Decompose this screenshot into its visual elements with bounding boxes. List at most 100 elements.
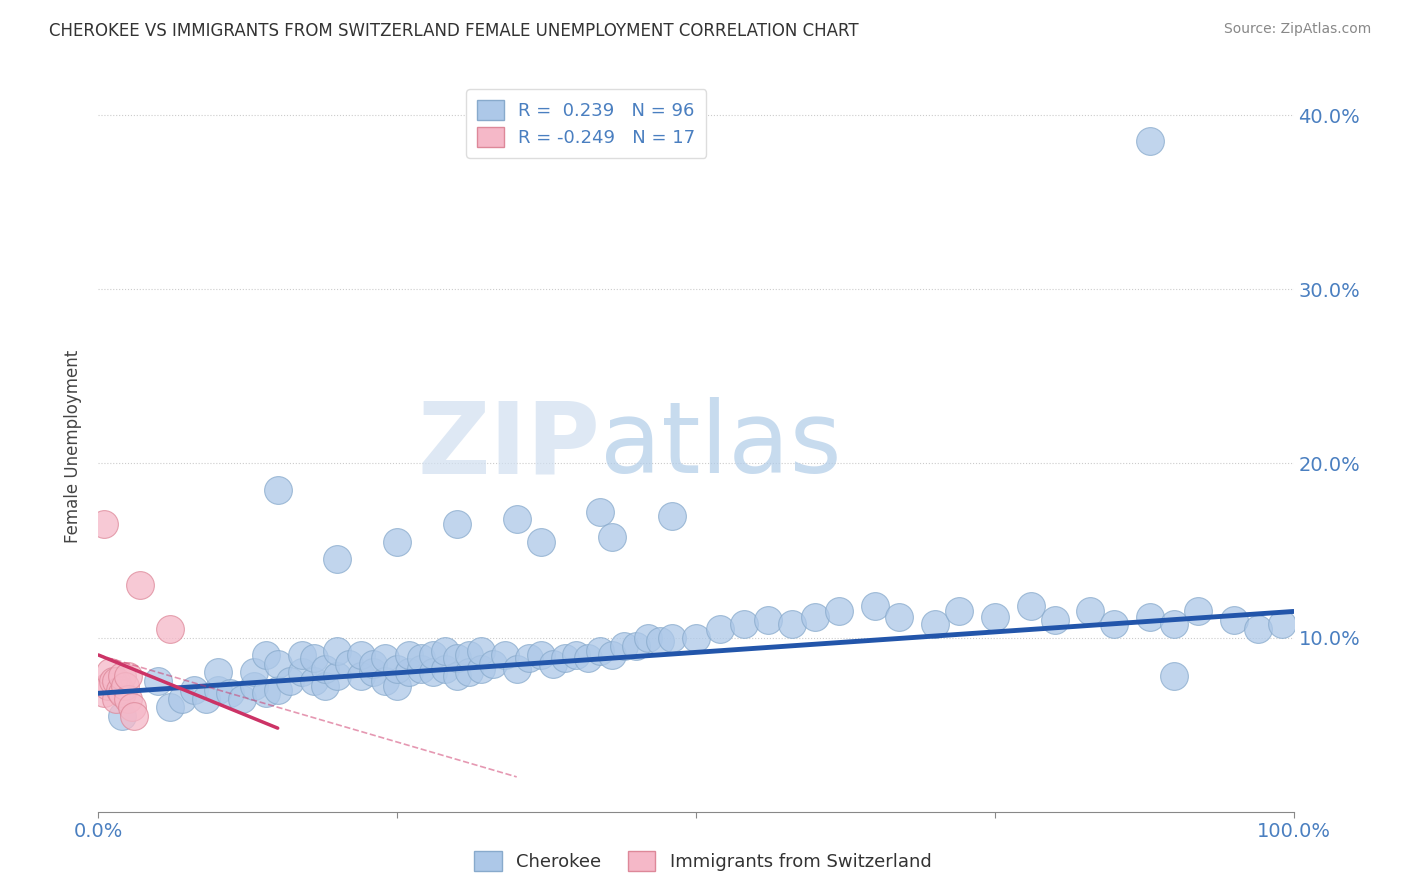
Point — [530, 648, 553, 662]
Point — [148, 674, 170, 689]
Point — [231, 691, 253, 706]
Point — [602, 648, 624, 662]
Point — [254, 686, 277, 700]
Legend: R =  0.239   N = 96, R = -0.249   N = 17: R = 0.239 N = 96, R = -0.249 N = 17 — [465, 89, 706, 158]
Point — [111, 686, 134, 700]
Point — [385, 679, 409, 693]
Point — [613, 640, 636, 654]
Point — [97, 679, 120, 693]
Point — [984, 609, 1007, 624]
Text: CHEROKEE VS IMMIGRANTS FROM SWITZERLAND FEMALE UNEMPLOYMENT CORRELATION CHART: CHEROKEE VS IMMIGRANTS FROM SWITZERLAND … — [49, 22, 859, 40]
Point — [1163, 669, 1185, 683]
Point — [291, 665, 314, 680]
Y-axis label: Female Unemployment: Female Unemployment — [63, 350, 82, 542]
Point — [159, 700, 181, 714]
Point — [481, 657, 505, 671]
Point — [1043, 613, 1066, 627]
Point — [458, 648, 481, 662]
Point — [254, 648, 277, 662]
Point — [93, 517, 115, 532]
Point — [1080, 604, 1102, 618]
Point — [494, 648, 516, 662]
Point — [267, 657, 290, 671]
Point — [637, 631, 659, 645]
Point — [111, 669, 134, 683]
Point — [267, 682, 290, 697]
Point — [1163, 616, 1185, 631]
Point — [434, 662, 457, 676]
Point — [302, 674, 325, 689]
Point — [648, 634, 672, 648]
Point — [924, 616, 946, 631]
Point — [780, 616, 803, 631]
Point — [506, 512, 529, 526]
Point — [541, 657, 564, 671]
Text: atlas: atlas — [600, 398, 842, 494]
Point — [363, 665, 385, 680]
Point — [865, 599, 887, 614]
Point — [302, 651, 325, 665]
Point — [1019, 599, 1042, 614]
Point — [411, 662, 433, 676]
Point — [278, 674, 301, 689]
Point — [565, 648, 588, 662]
Point — [530, 534, 553, 549]
Point — [626, 640, 648, 654]
Point — [602, 530, 624, 544]
Point — [828, 604, 851, 618]
Point — [121, 700, 143, 714]
Point — [111, 709, 134, 723]
Point — [129, 578, 152, 592]
Point — [326, 669, 349, 683]
Point — [385, 534, 409, 549]
Point — [101, 674, 124, 689]
Point — [374, 674, 396, 689]
Point — [589, 644, 612, 658]
Point — [889, 609, 911, 624]
Point — [1104, 616, 1126, 631]
Point — [326, 644, 349, 658]
Point — [350, 669, 373, 683]
Point — [195, 691, 218, 706]
Point — [446, 517, 468, 532]
Point — [267, 483, 290, 497]
Point — [1247, 622, 1270, 636]
Point — [470, 662, 492, 676]
Point — [207, 665, 229, 680]
Point — [326, 552, 349, 566]
Point — [98, 665, 122, 680]
Point — [1271, 616, 1294, 631]
Point — [243, 679, 266, 693]
Point — [398, 665, 420, 680]
Point — [578, 651, 600, 665]
Point — [385, 662, 409, 676]
Point — [1139, 609, 1161, 624]
Point — [554, 651, 576, 665]
Point — [339, 657, 361, 671]
Text: Source: ZipAtlas.com: Source: ZipAtlas.com — [1223, 22, 1371, 37]
Point — [458, 665, 481, 680]
Point — [517, 651, 540, 665]
Point — [685, 631, 707, 645]
Point — [661, 508, 683, 523]
Point — [756, 613, 779, 627]
Point — [159, 622, 181, 636]
Point — [446, 651, 468, 665]
Point — [434, 644, 457, 658]
Point — [1139, 134, 1161, 148]
Point — [733, 616, 755, 631]
Point — [1223, 613, 1246, 627]
Point — [219, 686, 242, 700]
Point — [374, 651, 396, 665]
Point — [398, 648, 420, 662]
Text: ZIP: ZIP — [418, 398, 600, 494]
Point — [709, 622, 731, 636]
Point — [114, 679, 136, 693]
Point — [207, 682, 229, 697]
Point — [506, 662, 529, 676]
Point — [105, 691, 128, 706]
Point — [315, 679, 337, 693]
Point — [117, 691, 139, 706]
Point — [105, 674, 128, 689]
Point — [363, 657, 385, 671]
